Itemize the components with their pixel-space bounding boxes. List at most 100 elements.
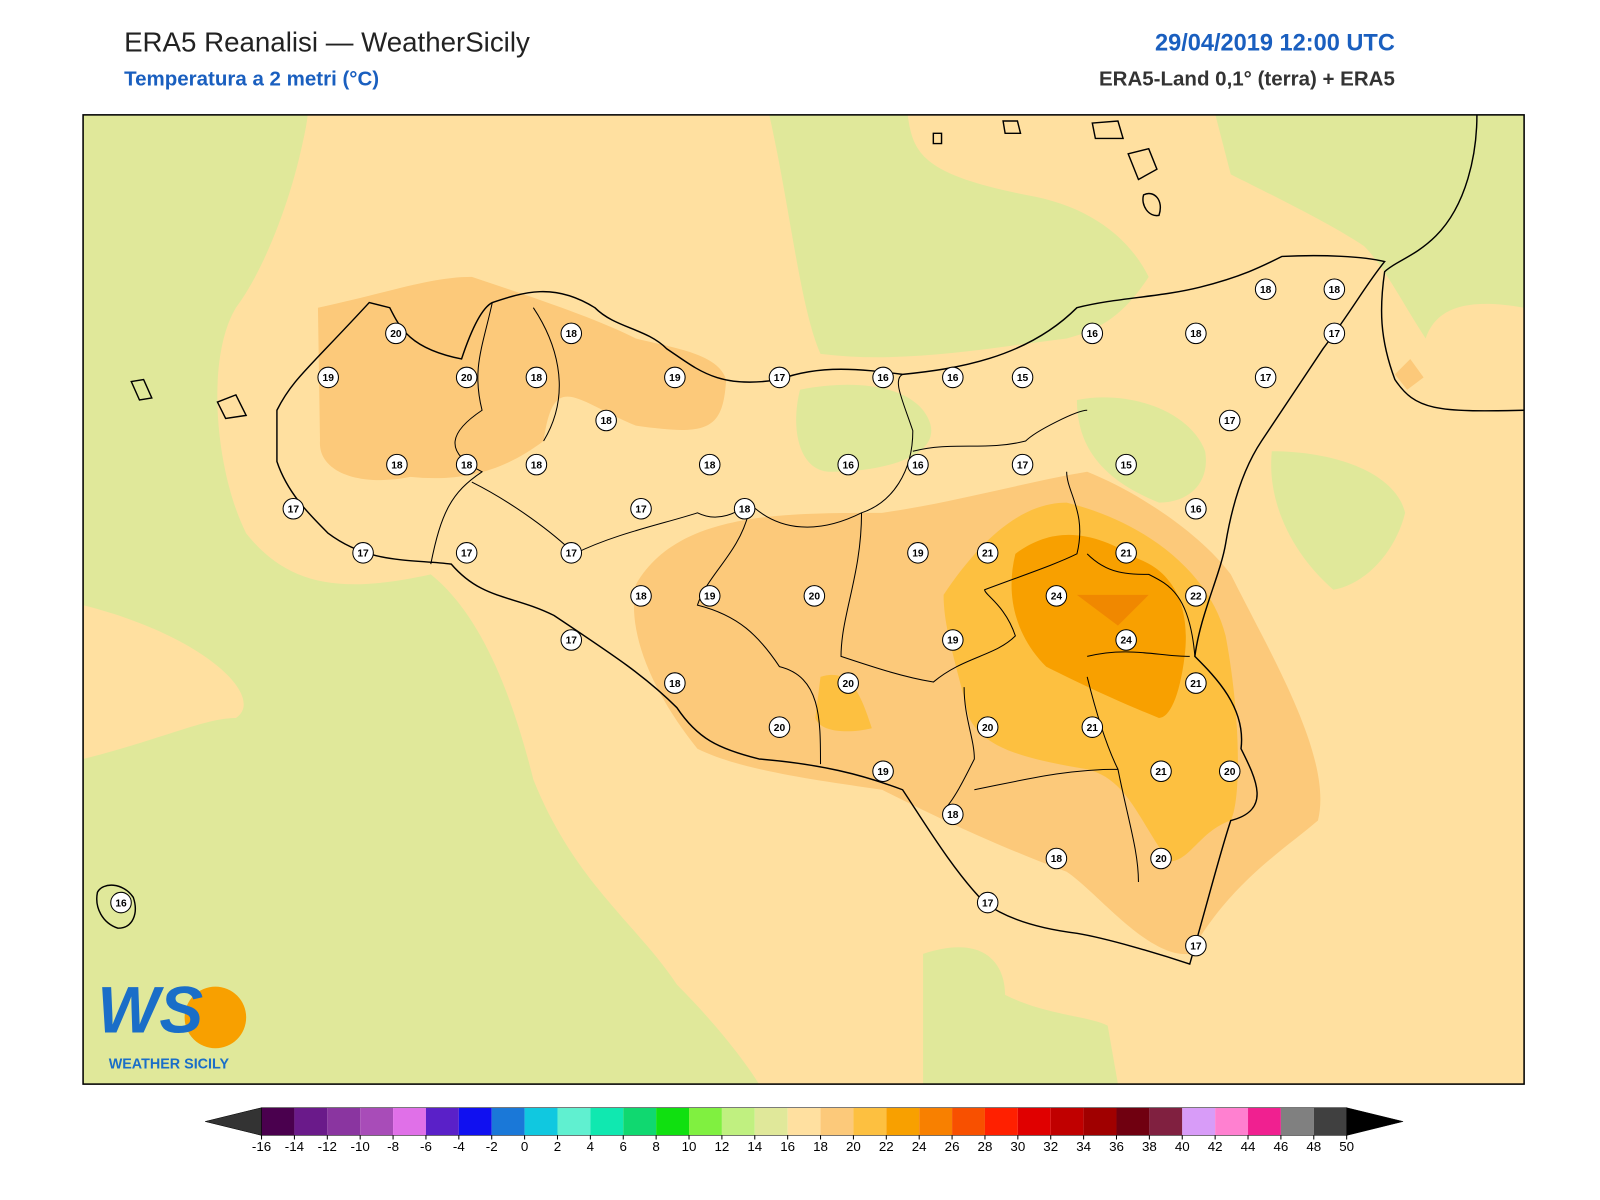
colorbar-box xyxy=(590,1107,624,1136)
station-value: 17 xyxy=(1224,416,1236,427)
station-marker xyxy=(942,629,964,651)
colorbar-tick-label: 36 xyxy=(1109,1139,1124,1154)
station-marker xyxy=(386,453,408,476)
station-marker xyxy=(630,585,652,607)
field-24-26 xyxy=(1076,594,1149,626)
station-marker xyxy=(942,366,964,389)
station-marker xyxy=(110,891,132,914)
station-marker xyxy=(976,542,999,564)
station-marker xyxy=(768,366,791,389)
colorbar-tick-label: 8 xyxy=(652,1139,659,1154)
station-marker xyxy=(1081,716,1104,738)
station-value: 15 xyxy=(1120,460,1132,471)
logo-name: WEATHER SICILY xyxy=(109,1056,230,1072)
station-marker xyxy=(1081,322,1104,345)
colorbar-tick-label: 6 xyxy=(620,1139,627,1154)
station-value: 17 xyxy=(1190,941,1202,952)
station-value: 20 xyxy=(774,723,786,734)
colorbar-tick-label: -16 xyxy=(252,1139,271,1154)
station-value: 18 xyxy=(461,460,473,471)
station-marker xyxy=(698,453,721,476)
station-value: 16 xyxy=(1190,504,1202,515)
station-value: 21 xyxy=(1190,679,1202,690)
station-marker xyxy=(664,366,686,389)
field-14-16 xyxy=(796,384,932,472)
colorbar-tick-label: 22 xyxy=(879,1139,894,1154)
station-marker xyxy=(1185,585,1207,607)
station-value: 17 xyxy=(566,636,578,647)
field-14-16 xyxy=(923,947,1118,1085)
source: ERA5-Land 0,1° (terra) + ERA5 xyxy=(1099,67,1395,90)
colorbar-tick-label: 48 xyxy=(1306,1139,1321,1154)
station-value: 18 xyxy=(1260,285,1272,296)
islands xyxy=(96,120,1161,929)
colorbar-box xyxy=(1083,1107,1117,1136)
station-value: 17 xyxy=(635,504,647,515)
station-marker xyxy=(1218,409,1241,432)
colorbar-tick-label: 32 xyxy=(1043,1139,1058,1154)
station-value: 18 xyxy=(600,416,612,427)
colorbar-tick-label: 34 xyxy=(1076,1139,1091,1154)
title: ERA5 Reanalisi — WeatherSicily xyxy=(124,26,530,57)
colorbar-box xyxy=(1116,1107,1150,1136)
station-marker xyxy=(560,629,583,651)
station-value: 17 xyxy=(461,549,473,560)
station-marker xyxy=(698,585,721,607)
colorbar-over xyxy=(1346,1107,1404,1136)
colorbar-tick-label: 10 xyxy=(682,1139,697,1154)
station-marker xyxy=(352,542,374,564)
colorbar-tick-label: 26 xyxy=(945,1139,960,1154)
station-marker xyxy=(525,453,548,476)
colorbar-box xyxy=(524,1107,558,1136)
station-value: 20 xyxy=(1224,767,1236,778)
colorbar-tick-label: 2 xyxy=(554,1139,561,1154)
station-marker xyxy=(768,716,791,738)
coastline xyxy=(276,254,1386,966)
colorbar-box xyxy=(952,1107,985,1136)
map: 20 18 19 20 18 19 17 16 16 15 16 18 18 18 17 17 17 18 18 18… xyxy=(83,114,1525,1085)
field-20-22 xyxy=(815,674,872,732)
colorbar-box xyxy=(853,1107,887,1136)
station-marker xyxy=(1185,934,1207,957)
field-22-24 xyxy=(1011,534,1186,718)
colorbar-box xyxy=(1149,1107,1183,1136)
colorbar-box xyxy=(721,1107,755,1136)
field-14-16 xyxy=(1215,114,1525,339)
station-marker xyxy=(976,716,999,738)
colorbar-tick-label: -6 xyxy=(420,1139,432,1154)
station-value: 15 xyxy=(1017,373,1029,384)
station-marker xyxy=(455,542,478,564)
stations: 20 18 19 20 18 19 17 16 16 15 16 18 18 18 17 17 17 18 18 18… xyxy=(110,278,1346,957)
colorbar-tick-label: -14 xyxy=(285,1139,305,1154)
colorbar-tick-label: 16 xyxy=(780,1139,795,1154)
colorbar-under xyxy=(205,1107,262,1136)
station-value: 19 xyxy=(669,373,681,384)
station-value: 19 xyxy=(912,549,924,560)
station-value: 19 xyxy=(877,767,889,778)
colorbar-box xyxy=(623,1107,657,1136)
colorbar-tick-label: -12 xyxy=(318,1139,337,1154)
station-marker xyxy=(630,497,652,520)
colorbar-tick-label: -4 xyxy=(453,1139,465,1154)
station-marker xyxy=(1150,847,1172,870)
colorbar-box xyxy=(886,1107,920,1136)
station-marker xyxy=(907,542,929,564)
station-marker xyxy=(803,585,826,607)
station-value: 18 xyxy=(635,592,647,603)
colorbar-tick-label: 24 xyxy=(912,1139,927,1154)
field-18-20 xyxy=(1394,358,1424,390)
station-marker xyxy=(837,453,859,476)
colorbar-box xyxy=(1017,1107,1051,1136)
station-value: 17 xyxy=(566,549,578,560)
colorbar-box xyxy=(294,1107,328,1136)
station-marker xyxy=(317,366,339,389)
colorbar: -16 -14 -12 -10 -8 -6 -4 -2 0 2 4 6 8 10 12 14 16 18 20 22 2… xyxy=(205,1107,1404,1154)
station-marker xyxy=(455,366,478,389)
station-value: 16 xyxy=(877,373,889,384)
colorbar-box xyxy=(689,1107,722,1136)
station-value: 17 xyxy=(1260,373,1272,384)
datetime: 29/04/2019 12:00 UTC xyxy=(1155,29,1395,55)
station-value: 22 xyxy=(1190,592,1202,603)
colorbar-box xyxy=(787,1107,821,1136)
station-value: 18 xyxy=(704,460,716,471)
